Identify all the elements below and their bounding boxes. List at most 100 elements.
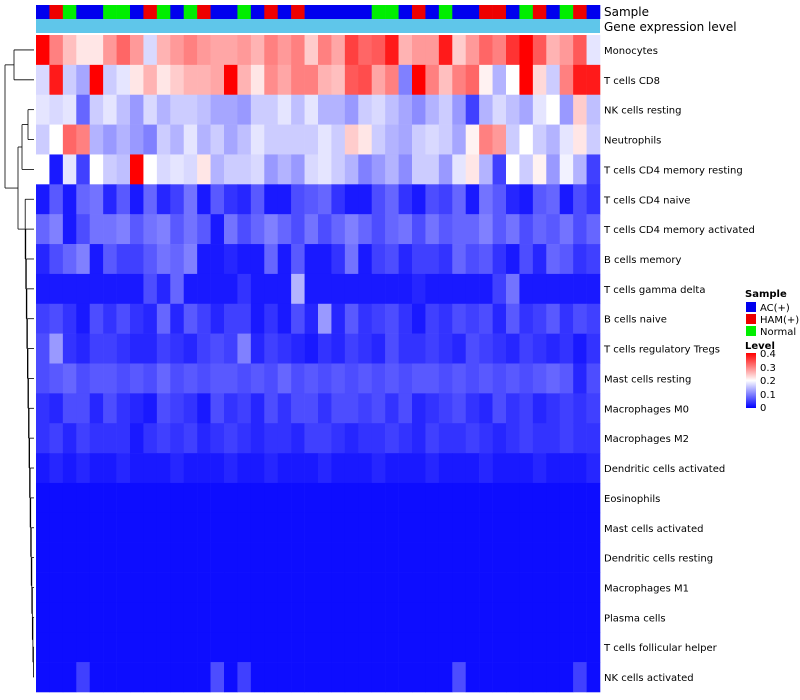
heatmap-cell — [559, 662, 574, 693]
heatmap-cell — [371, 273, 386, 305]
heatmap-cell — [224, 303, 238, 334]
heatmap-cell — [385, 512, 399, 543]
heatmap-cell — [506, 572, 520, 603]
heatmap-cell — [559, 273, 574, 305]
heatmap-cell — [438, 35, 453, 66]
sample-annotation-cell — [492, 5, 507, 19]
heatmap-cell — [331, 94, 346, 125]
heatmap-cell — [277, 662, 292, 693]
heatmap-cell — [130, 393, 144, 424]
heatmap-cell — [412, 35, 426, 66]
heatmap-cell — [197, 423, 211, 454]
heatmap-cell — [465, 333, 480, 364]
heatmap-cell — [573, 572, 587, 603]
heatmap-cell — [492, 542, 507, 573]
heatmap-cell — [183, 124, 198, 155]
heatmap-cell — [452, 273, 467, 305]
heatmap-cell — [385, 214, 399, 245]
sample-annotation-cell — [385, 5, 399, 19]
heatmap-cell — [425, 662, 440, 693]
heatmap-cell — [452, 512, 467, 543]
heatmap-cell — [116, 363, 131, 394]
heatmap-cell — [559, 393, 574, 424]
row-label: Macrophages M1 — [604, 583, 689, 594]
heatmap-cell — [116, 542, 131, 573]
heatmap-cell — [559, 244, 574, 275]
heatmap-cell — [304, 154, 319, 185]
heatmap-cell — [210, 453, 225, 484]
row-label: T cells CD4 naive — [603, 195, 690, 206]
heatmap-cell — [62, 512, 77, 543]
heatmap-cell — [452, 542, 467, 573]
heatmap-cell — [170, 632, 185, 663]
heatmap-cell — [103, 303, 117, 334]
heatmap-cell — [452, 363, 467, 394]
heatmap-cell — [143, 273, 158, 305]
heatmap-cell — [532, 303, 547, 334]
heatmap-cell — [506, 214, 520, 245]
heatmap-cell — [250, 632, 265, 663]
heatmap-cell — [36, 512, 50, 543]
heatmap-cell — [385, 184, 399, 215]
heatmap-cell — [62, 393, 77, 424]
heatmap-cell — [224, 512, 238, 543]
heatmap-cell — [546, 303, 561, 334]
heatmap-cell — [76, 273, 91, 305]
heatmap-cell — [156, 542, 171, 573]
heatmap-cell — [170, 154, 185, 185]
heatmap-cell — [331, 542, 346, 573]
heatmap-cell — [519, 273, 534, 305]
sample-annotation-cell — [465, 5, 480, 19]
heatmap-cell — [371, 333, 386, 364]
heatmap-cell — [506, 35, 520, 66]
heatmap-cell — [197, 482, 211, 514]
heatmap-cell — [586, 214, 601, 245]
heatmap-cell — [331, 602, 346, 633]
heatmap-cell — [277, 423, 292, 454]
heatmap-cell — [519, 184, 534, 215]
heatmap-cell — [237, 64, 252, 96]
heatmap-cell — [116, 64, 131, 96]
heatmap-cell — [412, 64, 426, 96]
heatmap-cell — [452, 244, 467, 275]
heatmap-cell — [506, 542, 520, 573]
heatmap-cell — [559, 184, 574, 215]
heatmap-cell — [76, 154, 91, 185]
heatmap-cell — [49, 64, 64, 96]
sample-annotation-cell — [438, 5, 453, 19]
heatmap-cell — [183, 632, 198, 663]
heatmap-cell — [532, 572, 547, 603]
heatmap-cell — [532, 423, 547, 454]
heatmap-cell — [318, 363, 332, 394]
heatmap-cell — [183, 64, 198, 96]
heatmap-cell — [519, 632, 534, 663]
heatmap-cell — [465, 273, 480, 305]
heatmap-cell — [49, 572, 64, 603]
heatmap-cell — [210, 363, 225, 394]
sample-annotation-cell — [358, 5, 373, 19]
heatmap-cell — [116, 453, 131, 484]
heatmap-cell — [277, 482, 292, 514]
heatmap-cell — [156, 214, 171, 245]
heatmap-cell — [116, 572, 131, 603]
heatmap-cell — [519, 303, 534, 334]
row-label: Dendritic cells resting — [604, 554, 713, 565]
heatmap-cell — [89, 632, 104, 663]
heatmap-cell — [62, 273, 77, 305]
heatmap-cell — [398, 64, 413, 96]
heatmap-cell — [210, 64, 225, 96]
heatmap-cell — [197, 94, 211, 125]
heatmap-cell — [586, 333, 601, 364]
heatmap-cell — [237, 333, 252, 364]
heatmap-cell — [546, 154, 561, 185]
heatmap-cell — [559, 423, 574, 454]
heatmap-cell — [506, 393, 520, 424]
heatmap-cell — [479, 632, 493, 663]
sample-annotation-cell — [143, 5, 158, 19]
sample-annotation-cell — [398, 5, 413, 19]
heatmap-cell — [371, 244, 386, 275]
heatmap-cell — [452, 423, 467, 454]
heatmap-cell — [425, 363, 440, 394]
heatmap-cell — [586, 393, 601, 424]
sample-annotation-cell — [116, 5, 131, 19]
